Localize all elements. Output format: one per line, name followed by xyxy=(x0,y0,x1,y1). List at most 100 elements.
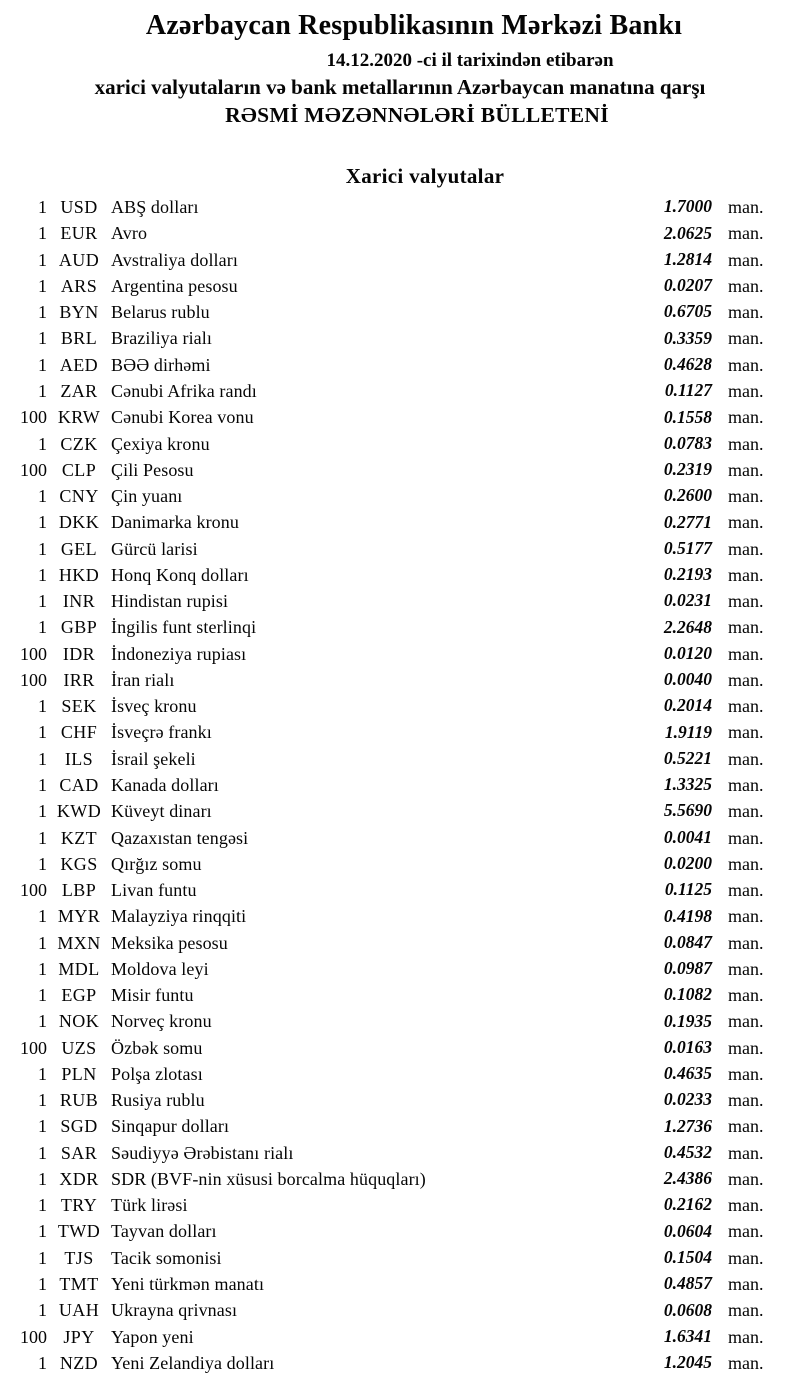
rate-value-cell: 1.2045 xyxy=(663,1352,712,1373)
currency-name-cell: Tacik somonisi xyxy=(111,1247,222,1268)
effective-date-line: 14.12.2020 -ci il tarixindən etibarən xyxy=(326,50,614,71)
rate-value-cell: 2.4386 xyxy=(663,1168,712,1189)
unit-label-cell: man. xyxy=(728,1300,764,1321)
rate-value-cell: 0.0207 xyxy=(663,275,712,296)
table-row: 1 ILS İsrail şekeli 0.5221 man. xyxy=(0,746,770,772)
rate-value-cell: 0.0163 xyxy=(663,1036,712,1057)
rate-value-cell: 0.1127 xyxy=(664,380,712,401)
currency-code-cell: TMT xyxy=(59,1274,99,1295)
quantity-cell: 1 xyxy=(38,617,47,638)
unit-label-cell: man. xyxy=(728,696,764,717)
unit-label-cell: man. xyxy=(728,853,764,874)
currency-name-cell: Kanada dolları xyxy=(111,774,219,795)
currency-name-cell: Argentina pesosu xyxy=(111,275,238,296)
table-row: 1 DKK Danimarka kronu 0.2771 man. xyxy=(0,509,770,535)
unit-label-cell: man. xyxy=(728,801,764,822)
currency-name-cell: İngilis funt sterlinqi xyxy=(111,617,257,638)
rate-value-cell: 0.1082 xyxy=(663,984,712,1005)
currency-name-cell: ABŞ dolları xyxy=(111,197,199,218)
rate-value-cell: 0.2600 xyxy=(663,485,712,506)
quantity-cell: 100 xyxy=(20,1037,47,1058)
unit-label-cell: man. xyxy=(728,459,764,480)
rate-value-cell: 0.0231 xyxy=(663,590,712,611)
unit-label-cell: man. xyxy=(728,328,764,349)
table-row: 1 INR Hindistan rupisi 0.0231 man. xyxy=(0,588,770,614)
rate-value-cell: 0.4628 xyxy=(663,353,712,374)
unit-label-cell: man. xyxy=(728,1116,764,1137)
currency-name-cell: Livan funtu xyxy=(111,880,197,901)
currency-code-cell: AED xyxy=(59,354,99,375)
unit-label-cell: man. xyxy=(728,774,764,795)
table-row: 100 CLP Çili Pesosu 0.2319 man. xyxy=(0,457,770,483)
unit-label-cell: man. xyxy=(728,354,764,375)
quantity-cell: 100 xyxy=(20,669,47,690)
table-row: 1 TRY Türk lirəsi 0.2162 man. xyxy=(0,1192,770,1218)
currency-name-cell: Çili Pesosu xyxy=(111,459,194,480)
rate-value-cell: 0.2771 xyxy=(663,511,712,532)
currency-name-cell: Danimarka kronu xyxy=(111,512,239,533)
table-row: 1 ZAR Cənubi Afrika randı 0.1127 man. xyxy=(0,378,770,404)
rate-value-cell: 0.0783 xyxy=(663,432,712,453)
currency-code-cell: USD xyxy=(60,197,98,218)
currency-rate-table: 1 USD ABŞ dolları 1.7000 man. 1 EUR Avro… xyxy=(0,194,770,1376)
currency-code-cell: MDL xyxy=(58,958,100,979)
rate-value-cell: 2.0625 xyxy=(663,222,712,243)
currency-code-cell: LBP xyxy=(61,880,97,901)
unit-label-cell: man. xyxy=(728,1326,764,1347)
quantity-cell: 1 xyxy=(38,696,47,717)
currency-code-cell: KZT xyxy=(60,827,98,848)
quantity-cell: 1 xyxy=(38,1011,47,1032)
currency-name-cell: Cənubi Afrika randı xyxy=(111,380,257,401)
quantity-cell: 1 xyxy=(38,1168,47,1189)
table-row: 1 TMT Yeni türkmən manatı 0.4857 man. xyxy=(0,1271,770,1297)
unit-label-cell: man. xyxy=(728,1090,764,1111)
currency-code-cell: BYN xyxy=(59,302,99,323)
currency-name-cell: Çexiya kronu xyxy=(111,433,210,454)
subtitle-line: xarici valyutaların və bank metallarının… xyxy=(94,75,706,99)
unit-label-cell: man. xyxy=(728,223,764,244)
quantity-cell: 1 xyxy=(38,328,47,349)
currency-name-cell: Braziliya rialı xyxy=(111,328,212,349)
rate-value-cell: 0.1558 xyxy=(663,406,712,427)
unit-label-cell: man. xyxy=(728,958,764,979)
unit-label-cell: man. xyxy=(728,643,764,664)
unit-label-cell: man. xyxy=(728,1274,764,1295)
rate-value-cell: 0.1935 xyxy=(663,1010,712,1031)
table-row: 1 KZT Qazaxıstan tengəsi 0.0041 man. xyxy=(0,824,770,850)
bulletin-header: Azərbaycan Respublikasının Mərkəzi Bankı… xyxy=(0,0,800,128)
unit-label-cell: man. xyxy=(728,407,764,428)
currency-code-cell: IDR xyxy=(62,643,96,664)
currency-name-cell: Türk lirəsi xyxy=(111,1195,188,1216)
unit-label-cell: man. xyxy=(728,669,764,690)
quantity-cell: 1 xyxy=(38,197,47,218)
rate-value-cell: 0.4532 xyxy=(663,1141,712,1162)
quantity-cell: 1 xyxy=(38,827,47,848)
currency-code-cell: HKD xyxy=(58,564,100,585)
table-row: 1 NZD Yeni Zelandiya dolları 1.2045 man. xyxy=(0,1350,770,1376)
unit-label-cell: man. xyxy=(728,1011,764,1032)
quantity-cell: 100 xyxy=(20,1326,47,1347)
rate-value-cell: 0.4635 xyxy=(663,1063,712,1084)
unit-label-cell: man. xyxy=(728,564,764,585)
currency-code-cell: MXN xyxy=(57,932,101,953)
table-row: 1 BYN Belarus rublu 0.6705 man. xyxy=(0,299,770,325)
page-title: Azərbaycan Respublikasının Mərkəzi Bankı xyxy=(145,10,683,41)
currency-name-cell: İran rialı xyxy=(111,669,175,690)
currency-name-cell: SDR (BVF-nin xüsusi borcalma hüquqları) xyxy=(111,1168,426,1189)
rate-value-cell: 0.4857 xyxy=(663,1273,712,1294)
currency-name-cell: Sinqapur dolları xyxy=(111,1116,230,1137)
quantity-cell: 1 xyxy=(38,564,47,585)
table-row: 1 AED BƏƏ dirhəmi 0.4628 man. xyxy=(0,352,770,378)
rate-value-cell: 0.5177 xyxy=(663,537,712,558)
bulletin-title-line: RƏSMİ MƏZƏNNƏLƏRİ BÜLLETENİ xyxy=(225,103,609,127)
unit-label-cell: man. xyxy=(728,1195,764,1216)
currency-code-cell: TJS xyxy=(64,1247,94,1268)
rate-value-cell: 0.3359 xyxy=(663,327,712,348)
table-row: 1 MDL Moldova leyi 0.0987 man. xyxy=(0,956,770,982)
rate-value-cell: 0.1504 xyxy=(663,1247,712,1267)
table-row: 1 MXN Meksika pesosu 0.0847 man. xyxy=(0,929,770,955)
rate-value-cell: 1.2814 xyxy=(663,248,712,269)
currency-code-cell: UZS xyxy=(61,1037,97,1058)
table-row: 1 EUR Avro 2.0625 man. xyxy=(0,220,770,246)
